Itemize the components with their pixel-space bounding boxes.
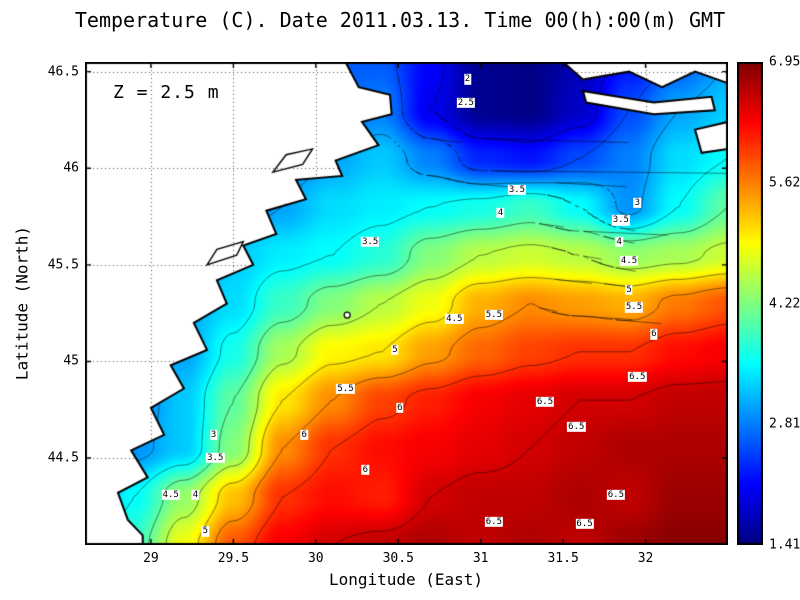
contour-label: 6.5 [628,371,647,383]
colorbar-tick-label: 2.81 [769,416,800,432]
figure-title: Temperature (C). Date 2011.03.13. Time 0… [74,8,726,32]
colorbar-tick-label: 1.41 [769,537,800,553]
contour-label: 4 [191,489,200,500]
colorbar-tick-label: 4.22 [769,296,800,311]
contour-label: 3.5 [507,184,527,195]
x-tick-label: 31 [472,551,489,566]
contour-label: 3.5 [206,452,225,464]
contour-label: 3 [209,429,218,441]
contour-label: 6.5 [567,421,586,433]
contour-label: 4 [615,236,623,247]
contour-label: 5 [201,526,210,537]
depth-annotation: Z = 2.5 m [113,82,220,103]
contour-label: 4.5 [619,255,639,267]
x-axis-label: Longitude (East) [328,570,484,589]
contour-label: 6 [396,402,404,413]
contour-label: 6.5 [484,516,504,527]
contour-label: 3.5 [361,236,380,247]
contour-label: 5 [625,284,633,296]
contour-label: 6.5 [575,518,594,529]
x-tick-label: 32 [637,551,654,566]
contour-label: 5.5 [484,309,504,321]
y-tick-label: 44.5 [47,450,79,466]
temperature-heatmap-canvas [85,62,728,545]
contour-label: 4.5 [161,489,180,500]
colorbar-tick-label: 5.62 [769,175,800,191]
contour-label: 5.5 [336,383,355,394]
contour-label: 6.5 [606,489,626,500]
contour-label: 3 [633,197,642,209]
contour-label: 2 [463,74,472,85]
y-tick-label: 45.5 [47,257,79,273]
y-tick-label: 46 [63,160,79,176]
contour-label: 3.5 [611,215,630,226]
contour-label: 6.5 [535,396,555,408]
y-tick-label: 46.5 [47,64,79,80]
contour-label: 5 [391,344,399,356]
x-tick-label: 29.5 [217,551,250,566]
colorbar-tick-label: 6.95 [769,54,800,70]
contour-label: 4 [496,207,505,218]
contour-label: 6 [361,464,369,475]
y-axis-label: Latitude (North) [12,225,32,381]
x-tick-label: 30.5 [382,551,414,566]
x-tick-label: 30 [307,551,324,566]
colorbar [737,62,763,545]
map-plot-area: Z = 2.5 m 2 2.5 3.5 4 3 3.5 3.5 4 4.5 5 4.5 5.5 5.5 6… [85,62,728,545]
y-tick-label: 45 [63,353,79,369]
contour-label: 6 [300,429,308,441]
x-tick-label: 31.5 [547,551,579,566]
contour-label: 2.5 [456,97,475,108]
contour-label: 6 [650,329,658,340]
x-tick-label: 29 [143,551,159,566]
contour-label: 5.5 [624,302,644,313]
contour-label: 4.5 [445,313,464,325]
